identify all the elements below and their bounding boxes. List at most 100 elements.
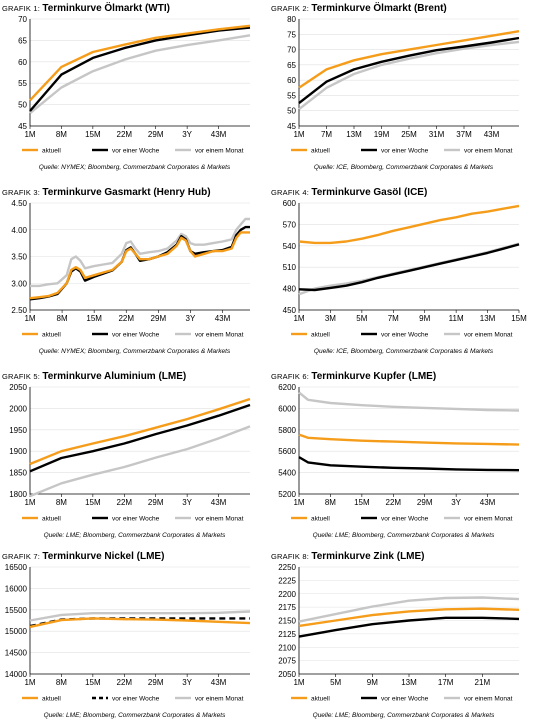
y-tick-label: 5400 — [278, 469, 296, 478]
series-line-aktuell — [298, 30, 520, 89]
x-tick-label: 15M — [511, 314, 527, 323]
legend-label-aktuell: aktuell — [42, 148, 61, 155]
x-tick-label: 13M — [480, 314, 496, 323]
x-tick-label: 3Y — [182, 130, 192, 139]
legend-label-vor_woche: vor einer Woche — [112, 696, 160, 703]
chart-title: GRAFIK 8: Terminkurve Zink (LME) — [271, 551, 425, 562]
x-tick-label: 8M — [56, 678, 67, 687]
legend-label-vor_woche: vor einer Woche — [112, 148, 160, 155]
legend-label-vor_monat: vor einem Monat — [195, 516, 244, 523]
x-tick-label: 7M — [388, 314, 399, 323]
chart-svg: 450 480 510 540 570 600 1M 3M 5M 7M 9M 11M 13M 15M akt… — [283, 199, 527, 339]
series-line-vor_woche — [298, 243, 520, 292]
x-tick-label: 15M — [85, 678, 101, 687]
x-tick-label: 29M — [148, 678, 164, 687]
legend-label-aktuell: aktuell — [42, 332, 61, 339]
x-tick-label: 43M — [480, 498, 496, 507]
chart-source: Quelle: LME; Bloomberg, Commerzbank Corp… — [43, 532, 226, 539]
x-tick-label: 1M — [24, 678, 35, 687]
legend-label-vor_woche: vor einer Woche — [381, 332, 429, 339]
x-tick-label: 8M — [57, 314, 68, 323]
chart-number-label: GRAFIK 3: — [2, 188, 43, 197]
x-tick-label: 1M — [293, 498, 304, 507]
y-tick-label: 510 — [283, 263, 297, 272]
x-tick-label: 29M — [148, 130, 164, 139]
chart-svg: 2.50 3.00 3.50 4.00 4.50 1M 8M 15M 22M 29M 3Y 43M ak… — [11, 199, 250, 339]
y-tick-label: 3.50 — [11, 253, 27, 262]
y-tick-label: 6000 — [278, 404, 296, 413]
chart-title-text: Terminkurve Gasmarkt (Henry Hub) — [42, 187, 211, 198]
y-tick-label: 4.50 — [11, 199, 27, 208]
legend-label-aktuell: aktuell — [311, 516, 330, 523]
x-tick-label: 22M — [118, 314, 134, 323]
chart-panel-gasoil: GRAFIK 4: Terminkurve Gasöl (ICE) Quelle:… — [269, 184, 538, 364]
chart-panel-kupfer: GRAFIK 6: Terminkurve Kupfer (LME) Quelle… — [269, 368, 538, 548]
y-tick-label: 5200 — [278, 490, 296, 499]
legend-label-aktuell: aktuell — [311, 148, 330, 155]
series-line-aktuell — [29, 231, 250, 300]
x-tick-label: 1M — [24, 498, 35, 507]
chart-panel-zink: GRAFIK 8: Terminkurve Zink (LME) Quelle: … — [269, 548, 538, 728]
y-tick-label: 16000 — [5, 584, 28, 593]
x-tick-label: 9M — [419, 314, 430, 323]
x-tick-label: 43M — [211, 130, 227, 139]
chart-svg: 45 50 55 60 65 70 1M 8M 15M 22M 29M 3Y 43M aktuell vor… — [18, 15, 251, 155]
y-tick-label: 1900 — [9, 447, 27, 456]
y-tick-label: 570 — [283, 220, 297, 229]
chart-source: Quelle: ICE, Bloomberg, Commerzbank Corp… — [313, 348, 494, 355]
x-tick-label: 43M — [211, 498, 227, 507]
x-tick-label: 43M — [484, 130, 500, 139]
series-line-vor_monat — [29, 610, 251, 622]
x-tick-label: 8M — [56, 498, 67, 507]
chart-number-label: GRAFIK 2: — [271, 4, 312, 13]
series-line-vor_monat — [29, 34, 251, 115]
chart-source: Quelle: LME; Bloomberg, Commerzbank Corp… — [312, 532, 495, 539]
y-tick-label: 45 — [287, 122, 296, 131]
y-tick-label: 2050 — [278, 670, 296, 679]
series-line-vor_woche — [298, 36, 520, 105]
chart-title: GRAFIK 3: Terminkurve Gasmarkt (Henry Hu… — [2, 187, 211, 198]
y-tick-label: 2100 — [278, 643, 296, 652]
chart-title: GRAFIK 6: Terminkurve Kupfer (LME) — [271, 371, 436, 382]
y-tick-label: 55 — [287, 91, 296, 100]
chart-source: Quelle: NYMEX; Bloomberg, Commerzbank Co… — [38, 348, 231, 355]
y-tick-label: 2225 — [278, 576, 296, 585]
x-tick-label: 37M — [456, 130, 472, 139]
y-tick-label: 2075 — [278, 657, 296, 666]
series-line-vor_woche — [298, 616, 520, 638]
x-tick-label: 7M — [321, 130, 332, 139]
x-tick-label: 3Y — [182, 678, 192, 687]
legend-label-vor_woche: vor einer Woche — [381, 696, 429, 703]
x-tick-label: 29M — [148, 498, 164, 507]
x-tick-label: 22M — [117, 498, 133, 507]
series-line-aktuell — [29, 397, 251, 466]
legend-label-vor_monat: vor einem Monat — [195, 332, 244, 339]
y-tick-label: 45 — [18, 122, 27, 131]
y-tick-label: 2.50 — [11, 306, 27, 315]
y-tick-label: 1800 — [9, 490, 27, 499]
legend-label-vor_woche: vor einer Woche — [112, 332, 160, 339]
chart-panel-henry-hub: GRAFIK 3: Terminkurve Gasmarkt (Henry Hu… — [0, 184, 269, 364]
chart-title: GRAFIK 7: Terminkurve Nickel (LME) — [2, 551, 164, 562]
y-tick-label: 1850 — [9, 469, 27, 478]
x-tick-label: 3M — [325, 314, 336, 323]
chart-panel-brent: GRAFIK 2: Terminkurve Ölmarkt (Brent) Que… — [269, 0, 538, 180]
x-tick-label: 8M — [56, 130, 67, 139]
y-tick-label: 4.00 — [11, 226, 27, 235]
chart-number-label: GRAFIK 4: — [271, 188, 312, 197]
y-tick-label: 2150 — [278, 617, 296, 626]
chart-title-text: Terminkurve Aluminium (LME) — [42, 371, 187, 382]
legend-label-aktuell: aktuell — [311, 332, 330, 339]
series-line-vor_woche — [29, 26, 251, 112]
y-tick-label: 60 — [287, 76, 296, 85]
y-tick-label: 480 — [283, 285, 297, 294]
chart-svg: 1800 1850 1900 1950 2000 2050 1M 8M 15M 22M 29M 3Y 4… — [9, 383, 251, 523]
x-tick-label: 1M — [293, 678, 304, 687]
series-line-vor_monat — [298, 40, 520, 111]
series-line-aktuell — [29, 617, 251, 629]
chart-source: Quelle: ICE, Bloomberg, Commerzbank Corp… — [313, 164, 494, 171]
y-tick-label: 15000 — [5, 627, 28, 636]
y-tick-label: 70 — [18, 15, 27, 24]
x-tick-label: 43M — [211, 678, 227, 687]
chart-title: GRAFIK 2: Terminkurve Ölmarkt (Brent) — [271, 3, 447, 14]
